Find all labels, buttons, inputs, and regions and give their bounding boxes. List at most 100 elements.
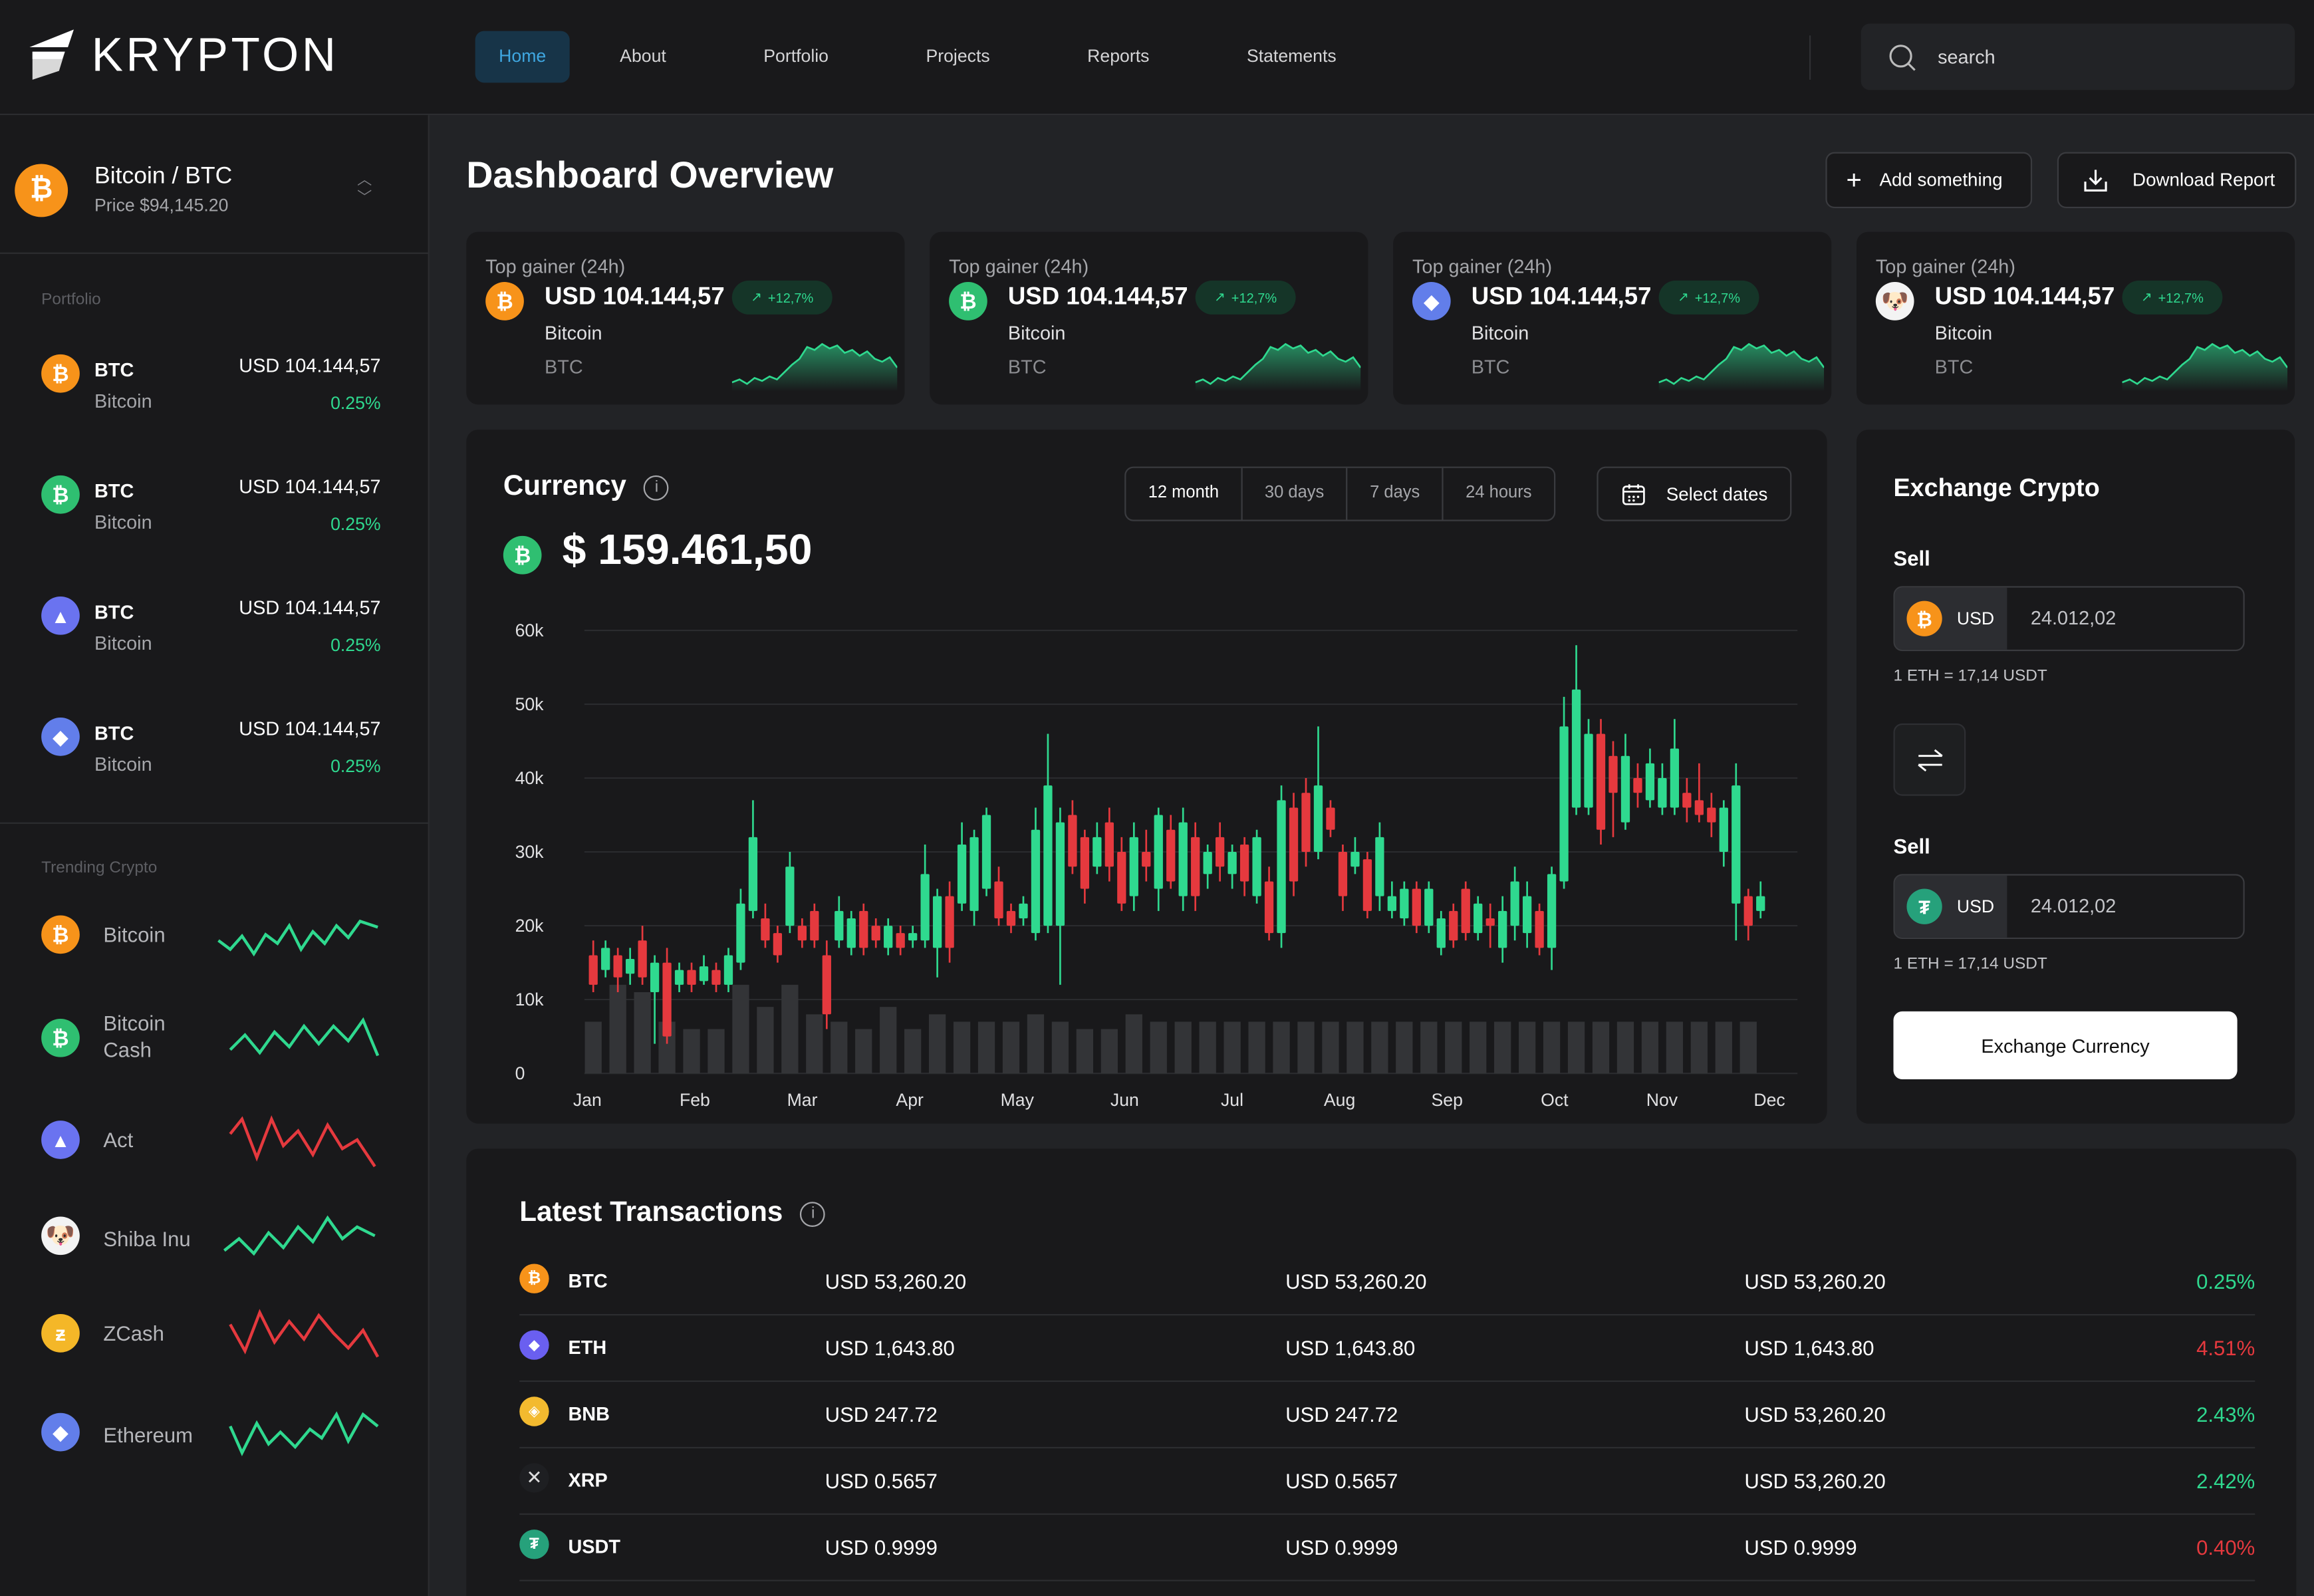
top-gainer-card[interactable]: Top gainer (24h) ◆ USD 104.144,57 ↗ +12,7… (1393, 231, 1832, 405)
download-report-button[interactable]: Download Report (2057, 152, 2297, 209)
candle-body (822, 955, 831, 1015)
table-row[interactable]: ◈ BNB USD 247.72 USD 247.72 USD 53,260.2… (519, 1382, 2255, 1449)
currency-dropdown[interactable]: ₮ USD (1894, 875, 2007, 938)
candle-body (1694, 800, 1704, 815)
range-12-month[interactable]: 12 month (1126, 467, 1243, 520)
brand-logo[interactable]: KRYPTON (27, 27, 338, 82)
trending-item[interactable]: ₿ Bitcoin (41, 899, 384, 973)
krypton-logo-icon (29, 29, 74, 80)
bitcoin-cash-icon: ₿ (949, 282, 987, 321)
candle-body (1313, 785, 1323, 853)
swap-button[interactable] (1893, 723, 1966, 796)
exchange-currency-button[interactable]: Exchange Currency (1893, 1011, 2238, 1079)
coin-selector[interactable]: ₿ Bitcoin / BTC Price $94,145.20 ︿ ﹀ (15, 164, 398, 223)
nav-projects[interactable]: Projects (926, 45, 990, 66)
candle-body (1596, 733, 1606, 830)
trending-item[interactable]: ₿ Bitcoin Cash (41, 1003, 384, 1077)
gainer-change: +12,7% (2158, 290, 2204, 305)
tx-value: USD 1,643.80 (1285, 1336, 1416, 1360)
search-input[interactable]: search (1861, 23, 2295, 90)
candle-body (650, 962, 660, 992)
candle-body (1461, 888, 1470, 934)
top-navigation-bar: KRYPTON Home About Portfolio Projects Re… (0, 0, 2314, 116)
info-icon[interactable]: i (644, 474, 670, 500)
candle-body (1019, 903, 1028, 918)
top-gainer-card[interactable]: Top gainer (24h) 🐶 USD 104.144,57 ↗ +12,7… (1857, 231, 2295, 405)
candle-body (1436, 918, 1446, 948)
chevron-updown-icon[interactable]: ︿ ﹀ (357, 172, 372, 207)
candle-body (1400, 888, 1409, 918)
volume-bar (781, 984, 799, 1074)
range-24-hours[interactable]: 24 hours (1466, 484, 1532, 502)
top-gainer-card[interactable]: Top gainer (24h) ₿ USD 104.144,57 ↗ +12,7… (930, 231, 1368, 405)
candle-body (1117, 852, 1126, 904)
info-icon[interactable]: i (800, 1201, 826, 1226)
candle-body (601, 948, 610, 970)
candle-body (785, 866, 795, 926)
gainer-name: Bitcoin (1007, 322, 1066, 344)
candle-body (1412, 888, 1421, 926)
candle-body (1449, 910, 1458, 941)
table-row[interactable]: ◆ ETH USD 1,643.80 USD 1,643.80 USD 1,64… (519, 1315, 2255, 1383)
add-something-button[interactable]: + Add something (1825, 152, 2033, 209)
volume-bar (880, 1007, 897, 1074)
nav-portfolio[interactable]: Portfolio (763, 45, 829, 66)
nav-home[interactable]: Home (475, 31, 570, 83)
gainer-label: Top gainer (24h) (485, 255, 626, 278)
candle-body (797, 926, 807, 941)
trending-item[interactable]: ƶ ZCash (41, 1298, 384, 1372)
candle-body (1178, 822, 1188, 896)
portfolio-item[interactable]: ₿ BTC Bitcoin USD 104.144,57 0.25% (41, 471, 384, 545)
table-row[interactable]: ✕ XRP USD 0.5657 USD 0.5657 USD 53,260.2… (519, 1448, 2255, 1515)
y-tick-label: 50k (515, 694, 545, 714)
range-30-days[interactable]: 30 days (1243, 467, 1348, 520)
portfolio-name: Bitcoin (94, 753, 152, 775)
x-tick-label: Oct (1541, 1090, 1569, 1110)
nav-statements[interactable]: Statements (1246, 45, 1337, 66)
portfolio-item[interactable]: ▲ BTC Bitcoin USD 104.144,57 0.25% (41, 592, 384, 666)
sidebar-divider (0, 822, 430, 824)
candle-body (662, 962, 672, 1037)
tx-symbol: USDT (568, 1535, 621, 1558)
table-row[interactable]: ₮ USDT USD 0.9999 USD 0.9999 USD 0.9999 … (519, 1515, 2255, 1581)
candle-body (1387, 896, 1397, 911)
candle-body (1474, 903, 1483, 934)
volume-bar (1347, 1021, 1364, 1074)
trending-name: ZCash (103, 1321, 164, 1345)
candle-body (1645, 763, 1655, 801)
trending-name: Shiba Inu (103, 1226, 191, 1251)
nav-reports[interactable]: Reports (1087, 45, 1150, 66)
portfolio-value: USD 104.144,57 (239, 475, 381, 498)
trend-sparkline (229, 1115, 376, 1168)
select-dates-button[interactable]: Select dates (1597, 466, 1792, 521)
range-7-days[interactable]: 7 days (1348, 467, 1444, 520)
trending-item[interactable]: ▲ Act (41, 1105, 384, 1178)
trending-item[interactable]: 🐶 Shiba Inu (41, 1200, 384, 1274)
x-tick-label: Nov (1646, 1090, 1678, 1110)
y-tick-label: 10k (515, 990, 545, 1009)
volume-bar (1174, 1021, 1192, 1074)
portfolio-item[interactable]: ◆ BTC Bitcoin USD 104.144,57 0.25% (41, 713, 384, 787)
latest-transactions-card: Latest Transactions i ₿ BTC USD 53,260.2… (466, 1148, 2297, 1596)
sparkline-area (2122, 344, 2288, 392)
table-row[interactable]: ₿ BTC USD 53,260.20 USD 53,260.20 USD 53… (519, 1249, 2255, 1316)
sell-amount-field[interactable]: ₮ USD 24.012,02 (1893, 874, 2245, 940)
sell-amount-field[interactable]: ₿ USD 24.012,02 (1893, 586, 2245, 652)
top-gainer-card[interactable]: Top gainer (24h) ₿ USD 104.144,57 ↗ +12,7… (466, 231, 905, 405)
bitcoin-cash-icon: ₿ (41, 1018, 80, 1057)
candle-body (1055, 822, 1065, 926)
candle-body (1289, 807, 1299, 882)
download-icon (2084, 170, 2107, 192)
candle-body (687, 970, 696, 985)
nav-about[interactable]: About (620, 45, 666, 66)
trending-item[interactable]: ◆ Ethereum (41, 1396, 384, 1470)
currency-dropdown[interactable]: ₿ USD (1894, 587, 2007, 650)
x-tick-label: Sep (1432, 1090, 1463, 1110)
gainer-change-badge: ↗ +12,7% (731, 280, 833, 315)
volume-bar (1150, 1021, 1167, 1074)
y-tick-label: 0 (515, 1063, 525, 1083)
portfolio-item[interactable]: ₿ BTC Bitcoin USD 104.144,57 0.25% (41, 350, 384, 424)
portfolio-symbol: BTC (94, 358, 134, 381)
calendar-icon (1622, 483, 1645, 505)
